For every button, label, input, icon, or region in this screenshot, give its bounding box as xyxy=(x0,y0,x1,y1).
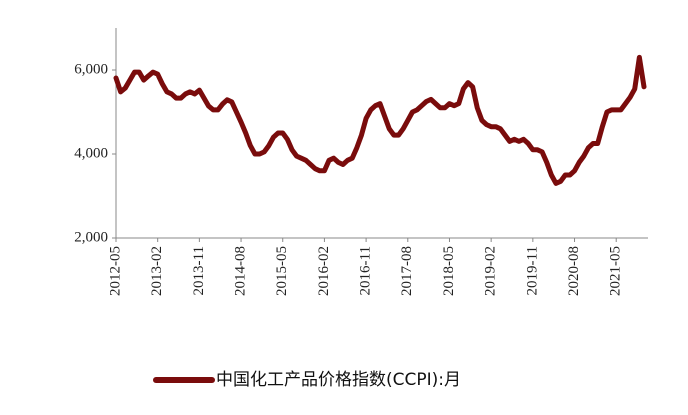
x-tick-label: 2018-05 xyxy=(441,246,457,296)
x-tick-label: 2019-11 xyxy=(524,246,540,295)
x-tick-label: 2017-08 xyxy=(399,246,415,296)
x-tick-label: 2020-08 xyxy=(566,246,582,296)
x-tick-label: 2014-08 xyxy=(232,246,248,296)
y-tick-label: 6,000 xyxy=(74,61,108,77)
y-tick-label: 4,000 xyxy=(74,145,108,161)
y-tick-label: 2,000 xyxy=(74,229,108,245)
data-line xyxy=(113,54,647,186)
x-tick-label: 2015-05 xyxy=(274,246,290,296)
x-tick-label: 2016-02 xyxy=(316,246,332,296)
x-tick-label: 2013-11 xyxy=(191,246,207,295)
x-tick-label: 2021-05 xyxy=(608,246,624,296)
legend-label: 中国化工产品价格指数(CCPI):月 xyxy=(216,370,461,390)
x-tick-label: 2016-11 xyxy=(358,246,374,295)
x-tick-label: 2019-02 xyxy=(483,246,499,296)
x-tick-label: 2012-05 xyxy=(107,246,123,296)
x-tick-label: 2013-02 xyxy=(149,246,165,296)
